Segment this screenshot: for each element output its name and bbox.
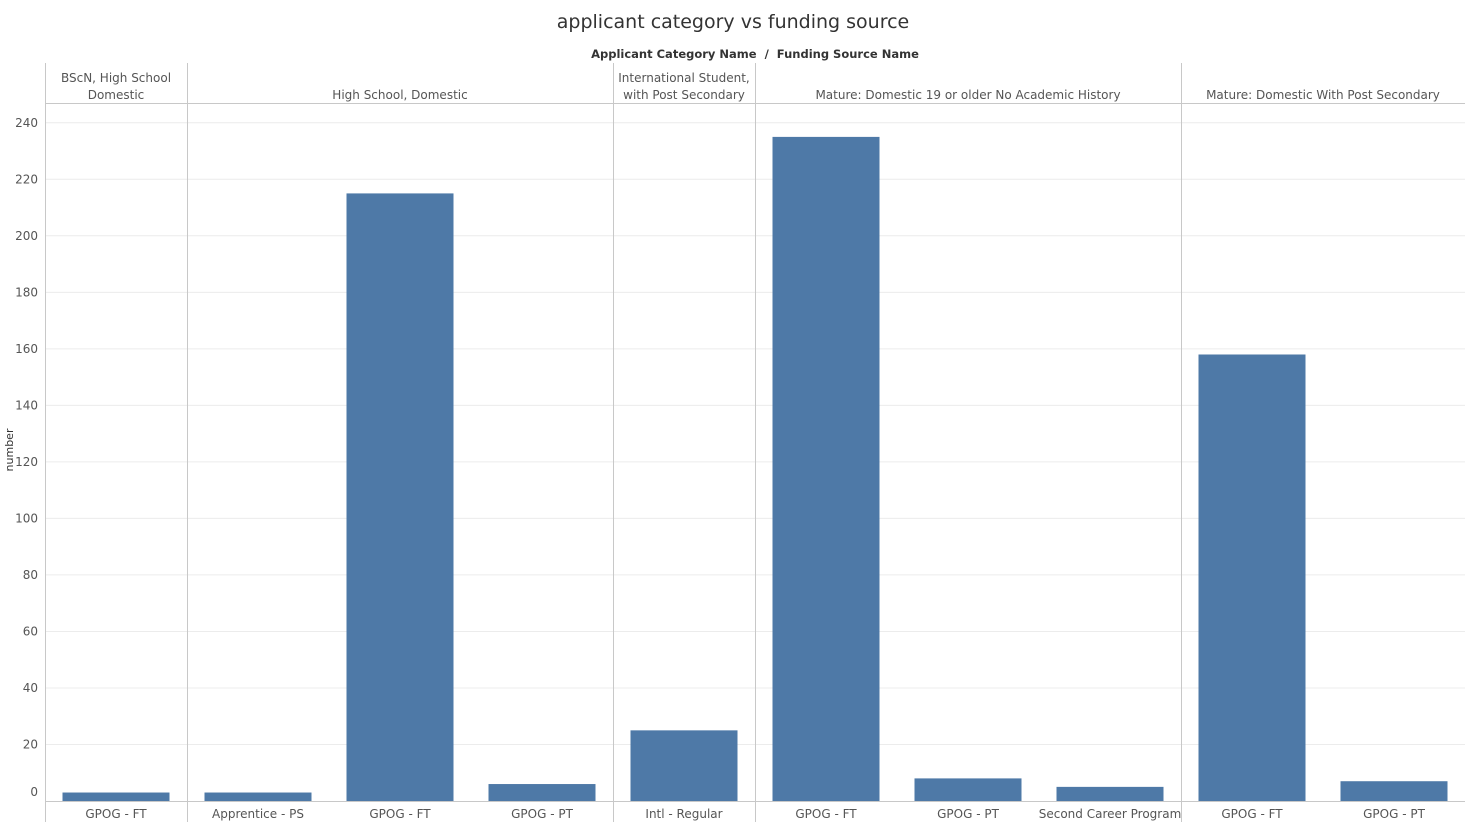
group-header-label: with Post Secondary	[623, 88, 745, 102]
group-header-label: Domestic	[88, 88, 145, 102]
y-tick-label: 100	[15, 511, 38, 525]
bar	[1198, 354, 1306, 801]
y-tick-label: 60	[23, 624, 38, 638]
y-tick-label: 20	[23, 737, 38, 751]
x-category-label: Apprentice - PS	[212, 807, 304, 821]
chart-title: applicant category vs funding source	[557, 11, 909, 33]
y-tick-label: 120	[15, 455, 38, 469]
x-category-label: GPOG - FT	[85, 807, 147, 821]
y-tick-label: 240	[15, 116, 38, 130]
group-header-label: Mature: Domestic 19 or older No Academic…	[815, 88, 1120, 102]
bar	[772, 136, 880, 801]
bars	[62, 136, 1448, 801]
bar	[204, 792, 312, 801]
bar	[914, 778, 1022, 801]
x-category-label: GPOG - PT	[937, 807, 999, 821]
x-category-label: GPOG - FT	[369, 807, 431, 821]
x-category-label: GPOG - PT	[1363, 807, 1425, 821]
group-header-label: International Student,	[618, 71, 749, 85]
y-tick-label: 40	[23, 681, 38, 695]
x-category-label: GPOG - PT	[511, 807, 573, 821]
bar	[1340, 781, 1448, 801]
chart-frame	[45, 63, 1465, 822]
y-tick-label: 80	[23, 568, 38, 582]
bar	[488, 784, 596, 801]
group-header-label: Mature: Domestic With Post Secondary	[1206, 88, 1440, 102]
bar	[1056, 786, 1164, 801]
group-header-label: High School, Domestic	[332, 88, 467, 102]
category-labels: GPOG - FT Apprentice - PS GPOG - FT GPOG - …	[85, 807, 1425, 821]
y-tick-label: 140	[15, 398, 38, 412]
y-tick-label: 160	[15, 342, 38, 356]
x-category-label: GPOG - FT	[795, 807, 857, 821]
bar	[62, 792, 170, 801]
bar	[630, 730, 738, 801]
y-tick-label: 0	[30, 785, 38, 799]
group-headers: BScN, High School Domestic High School, Do…	[61, 71, 1440, 102]
y-axis-ticks: 0 20 40 60 80 100 120 140 160 180 200 220 240	[15, 116, 38, 799]
y-axis-title: number	[3, 428, 16, 471]
group-header-label: BScN, High School	[61, 71, 171, 85]
y-tick-label: 220	[15, 172, 38, 186]
y-tick-label: 200	[15, 229, 38, 243]
bar	[346, 193, 454, 801]
y-tick-label: 180	[15, 285, 38, 299]
header-title: Applicant Category Name / Funding Source…	[591, 47, 919, 61]
x-category-label: GPOG - FT	[1221, 807, 1283, 821]
x-category-label: Intl - Regular	[645, 807, 722, 821]
x-category-label: Second Career Program	[1039, 807, 1182, 821]
